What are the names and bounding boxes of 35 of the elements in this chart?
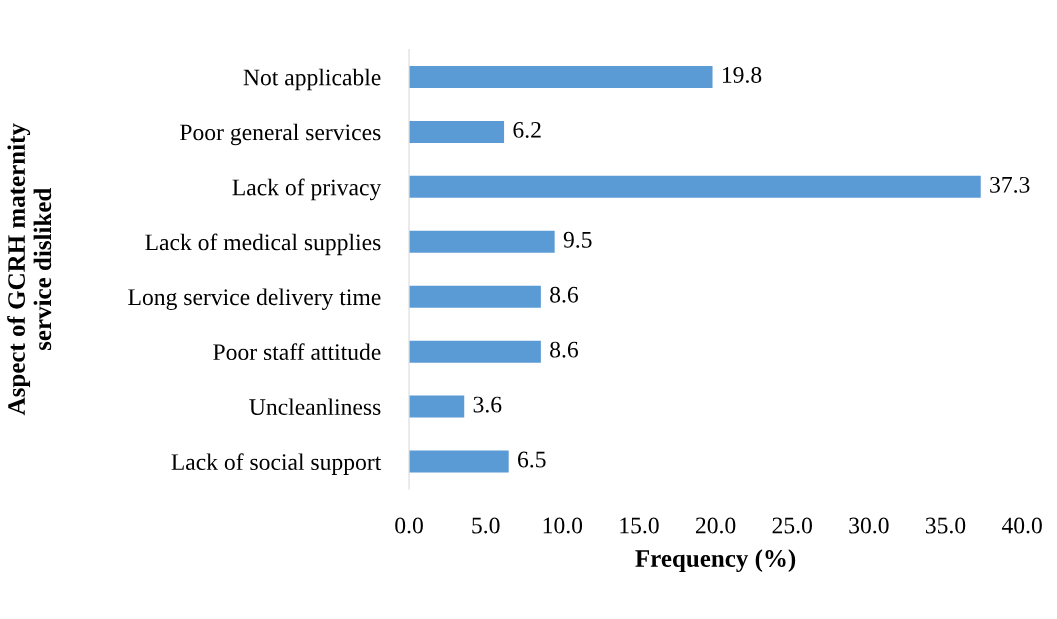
data-label: 37.3 [990, 176, 1030, 193]
data-label: 19.8 [722, 66, 762, 83]
y-tick-label: Not applicable [243, 68, 381, 91]
y-tick-label: Uncleanliness [249, 398, 381, 416]
data-label: 6.2 [513, 121, 541, 138]
x-tick-label: 0.0 [395, 517, 423, 534]
x-tick-label: 40.0 [1001, 517, 1042, 534]
data-label: 6.5 [518, 451, 546, 468]
y-tick-label: Lack of medical supplies [145, 233, 381, 256]
bar [409, 230, 555, 253]
y-tick-label: Poor general services [180, 123, 381, 146]
data-label: 8.6 [550, 286, 579, 303]
data-label: 9.5 [563, 231, 592, 248]
data-label: 3.6 [473, 396, 502, 413]
x-tick-label: 25.0 [772, 517, 812, 534]
y-tick-label: Lack of privacy [232, 178, 382, 201]
bar [409, 120, 505, 143]
x-tick-label: 10.0 [543, 517, 583, 534]
x-tick-label: 5.0 [472, 517, 500, 534]
y-tick-label: Lack of social support [171, 453, 382, 475]
x-tick-label: 20.0 [695, 517, 736, 534]
x-tick-label: 15.0 [620, 517, 659, 534]
y-axis-title: Aspect of GCRH maternity service disliked [7, 123, 52, 416]
bar [409, 340, 541, 363]
bar [409, 450, 509, 473]
data-label: 8.6 [550, 341, 579, 358]
bar [409, 285, 541, 308]
x-tick-label: 30.0 [849, 517, 889, 534]
bar [409, 175, 981, 198]
x-tick-label: 35.0 [925, 517, 966, 534]
bar [409, 66, 713, 88]
y-tick-label: Long service delivery time [128, 288, 381, 311]
x-axis-title: Frequency (%) [635, 549, 796, 573]
y-tick-label: Poor staff attitude [213, 343, 381, 361]
bar [409, 395, 465, 418]
